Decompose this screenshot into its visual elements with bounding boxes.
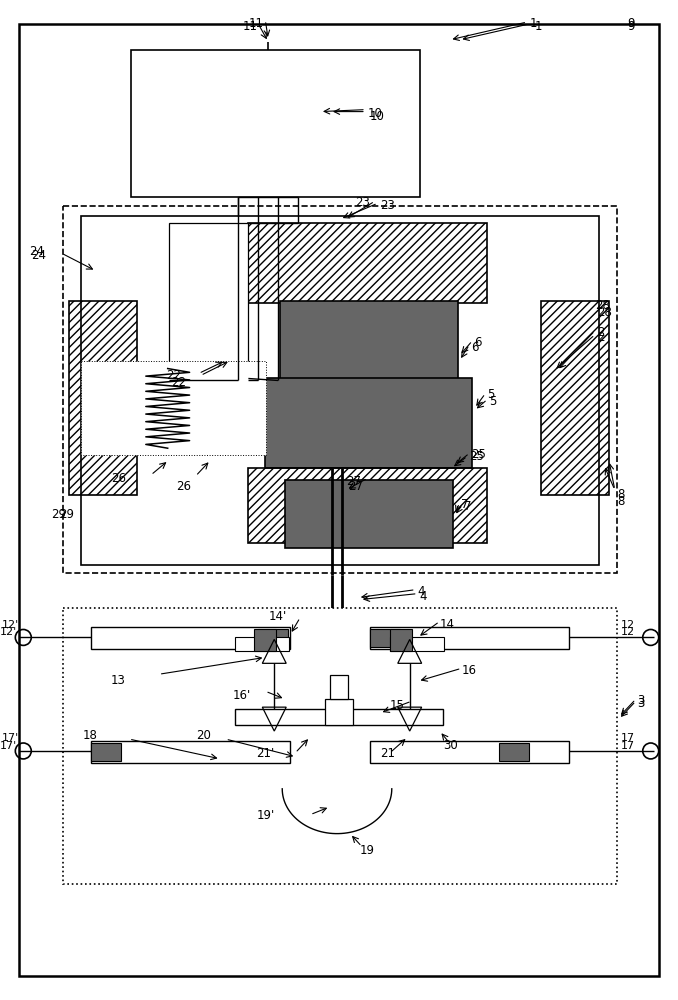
Text: 25: 25	[471, 448, 486, 461]
Text: 4: 4	[418, 585, 425, 598]
Text: 29: 29	[59, 508, 74, 521]
Bar	[370, 627, 569, 649]
Text: 27: 27	[348, 480, 363, 493]
Bar	[265, 378, 473, 468]
Bar	[63, 608, 617, 884]
Text: 23: 23	[380, 199, 395, 212]
Bar	[541, 301, 609, 495]
Text: 7: 7	[462, 498, 469, 511]
Bar	[325, 699, 353, 725]
Text: 7: 7	[464, 500, 472, 513]
Text: 10: 10	[370, 110, 384, 123]
Bar	[280, 301, 458, 380]
Text: 12: 12	[621, 620, 635, 630]
Text: 11: 11	[248, 17, 263, 30]
Text: 6: 6	[475, 336, 482, 349]
Text: 9: 9	[627, 17, 635, 30]
Bar	[248, 468, 487, 543]
Bar	[390, 637, 443, 651]
Text: 1: 1	[534, 20, 542, 33]
Text: 3: 3	[637, 694, 644, 707]
Text: 24: 24	[31, 249, 46, 262]
Text: 10: 10	[368, 107, 383, 120]
Bar	[169, 223, 248, 373]
Text: 17': 17'	[1, 733, 18, 743]
Text: 8: 8	[617, 495, 624, 508]
Bar	[63, 206, 617, 573]
Text: 17: 17	[621, 741, 635, 751]
Text: 19': 19'	[256, 809, 275, 822]
Bar	[91, 743, 121, 761]
Text: 11: 11	[243, 20, 258, 33]
Bar	[91, 627, 290, 649]
Text: 23: 23	[355, 196, 370, 209]
Bar	[81, 216, 599, 565]
Text: 27: 27	[346, 475, 361, 488]
Text: 12': 12'	[1, 620, 18, 630]
Text: 14: 14	[439, 618, 454, 631]
Bar	[131, 50, 420, 197]
Text: 24: 24	[29, 245, 44, 258]
Text: 29: 29	[51, 508, 66, 521]
Text: 26: 26	[111, 472, 126, 485]
Text: 21: 21	[380, 747, 395, 760]
Bar	[235, 709, 443, 725]
Text: 6: 6	[471, 341, 479, 354]
Bar	[330, 675, 348, 699]
Text: 22: 22	[165, 369, 181, 382]
Text: 22: 22	[171, 376, 186, 389]
Text: 2: 2	[597, 331, 605, 344]
Bar	[248, 223, 487, 303]
Text: 12: 12	[621, 627, 635, 637]
Text: 28: 28	[597, 306, 612, 319]
Bar	[285, 480, 452, 548]
Text: 5: 5	[490, 395, 497, 408]
Bar	[254, 629, 276, 651]
Text: 21': 21'	[256, 747, 275, 760]
Bar	[69, 301, 137, 495]
Text: 20: 20	[197, 729, 212, 742]
Text: 30: 30	[443, 739, 458, 752]
Text: 17': 17'	[0, 741, 17, 751]
Text: 1: 1	[530, 17, 537, 30]
Text: 3: 3	[637, 697, 644, 710]
Text: 26: 26	[176, 480, 191, 493]
Text: 18: 18	[83, 729, 98, 742]
Text: 8: 8	[617, 488, 624, 501]
Text: 19: 19	[360, 844, 375, 857]
Text: 16': 16'	[233, 689, 251, 702]
Bar	[390, 629, 412, 651]
Text: 17: 17	[621, 733, 635, 743]
Text: 14': 14'	[268, 610, 287, 623]
Bar	[258, 629, 288, 647]
Bar	[499, 743, 530, 761]
Bar	[235, 637, 290, 651]
Text: 5: 5	[487, 388, 495, 401]
Text: 4: 4	[420, 590, 427, 603]
Text: 9: 9	[627, 20, 635, 33]
Text: 16: 16	[462, 664, 477, 677]
Text: 12': 12'	[0, 627, 17, 637]
Text: 28: 28	[595, 299, 610, 312]
Bar	[81, 361, 266, 455]
Text: 2: 2	[597, 326, 605, 339]
Bar	[370, 741, 569, 763]
Text: 15: 15	[390, 699, 405, 712]
Text: 13: 13	[111, 674, 126, 687]
Bar	[91, 741, 290, 763]
Text: 25: 25	[469, 450, 484, 463]
Bar	[370, 629, 400, 647]
